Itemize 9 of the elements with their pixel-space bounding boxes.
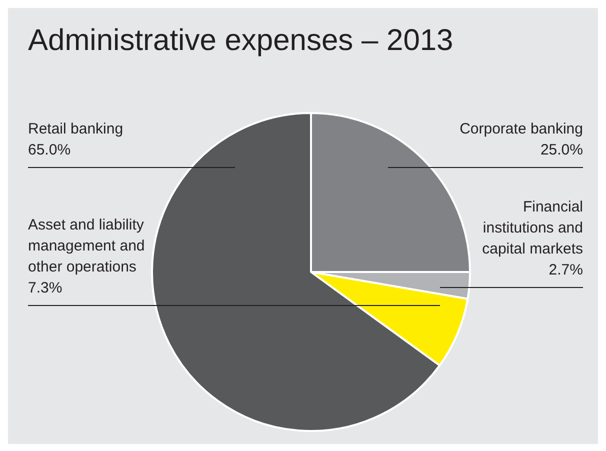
slice-label: Asset and liability management and other operations <box>28 216 145 276</box>
slice-label: Financial institutions and capital markets <box>482 198 583 258</box>
slice-label: Retail banking <box>28 120 124 138</box>
chart-title: Administrative expenses – 2013 <box>28 24 454 58</box>
data-label: 7.3% <box>28 280 62 297</box>
data-label: 2.7% <box>548 262 583 279</box>
slice-label: Corporate banking <box>460 120 583 138</box>
data-label: 65.0% <box>28 142 71 159</box>
data-label: 25.0% <box>540 142 583 159</box>
